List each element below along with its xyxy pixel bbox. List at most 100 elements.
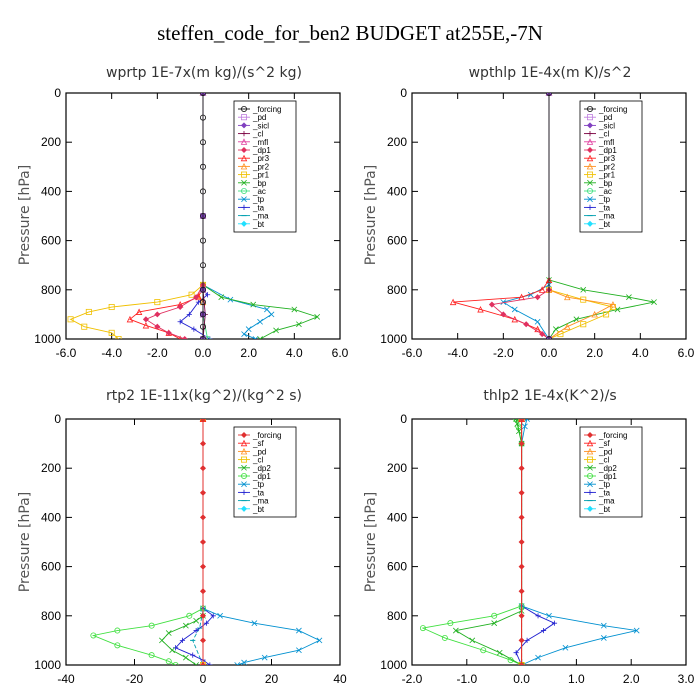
y-tick-label: 200 bbox=[41, 135, 61, 149]
legend-label: _sf bbox=[252, 439, 264, 448]
y-tick-label: 600 bbox=[387, 560, 407, 574]
y-tick-label: 400 bbox=[41, 510, 61, 524]
legend-marker bbox=[587, 106, 594, 113]
legend: _forcing_sf_pd_cl_dp2_dp1_tp_ta_ma_bt bbox=[233, 426, 297, 518]
series-point bbox=[199, 114, 206, 121]
series-point bbox=[135, 308, 143, 315]
series-point bbox=[591, 310, 598, 318]
series-point bbox=[441, 634, 448, 641]
legend: _forcing_pd_sicl_cl_mfl_dp1_pr3_pr2_pr1_… bbox=[579, 100, 643, 233]
legend-label: _ta bbox=[598, 203, 611, 212]
legend-marker bbox=[240, 456, 247, 463]
legend-label: _forcing bbox=[252, 105, 281, 114]
legend-label: _ma bbox=[598, 497, 615, 506]
legend-marker bbox=[587, 204, 593, 210]
x-tick-label: 40 bbox=[333, 672, 347, 686]
series-point bbox=[108, 304, 115, 311]
series-point bbox=[511, 315, 518, 323]
y-tick-label: 800 bbox=[41, 283, 61, 297]
y-axis-label: Pressure [hPa] bbox=[363, 492, 379, 592]
y-tick-label: 1000 bbox=[380, 658, 407, 672]
legend-label: _pd bbox=[598, 113, 612, 122]
series-point bbox=[193, 662, 200, 665]
legend-marker bbox=[587, 171, 594, 178]
series-point bbox=[452, 627, 459, 634]
series-point bbox=[199, 661, 207, 665]
legend-marker bbox=[240, 146, 248, 154]
series-line bbox=[174, 419, 214, 665]
x-tick-label: 6.0 bbox=[678, 346, 695, 360]
x-tick-label: 6.0 bbox=[332, 346, 349, 360]
series-point bbox=[257, 336, 263, 339]
legend-marker bbox=[587, 489, 593, 495]
legend-label: _forcing bbox=[598, 431, 627, 440]
series-point bbox=[115, 335, 122, 339]
series-point bbox=[447, 620, 454, 627]
y-axis-label: Pressure [hPa] bbox=[363, 165, 379, 265]
x-tick-label: 0.0 bbox=[513, 672, 530, 686]
legend-label: _bp bbox=[252, 179, 267, 188]
y-tick-label: 1000 bbox=[34, 658, 61, 672]
series-point bbox=[199, 588, 207, 595]
series-point bbox=[552, 326, 559, 333]
series-point bbox=[114, 642, 121, 649]
series-point bbox=[177, 319, 183, 325]
series-point bbox=[165, 329, 172, 336]
legend-marker bbox=[240, 187, 247, 194]
series-point bbox=[199, 262, 206, 269]
series-point bbox=[182, 622, 189, 629]
series-point bbox=[546, 336, 552, 339]
x-tick-label: -2.0 bbox=[147, 346, 168, 360]
series-point bbox=[523, 321, 530, 328]
series-point bbox=[296, 647, 302, 654]
panel-wprtp: wprtp 1E-7x(m kg)/(s^2 kg) Pressure [hPa… bbox=[17, 65, 349, 360]
legend-label: _pr1 bbox=[252, 171, 270, 180]
legend-label: _dp1 bbox=[598, 472, 617, 481]
y-tick-label: 400 bbox=[387, 510, 407, 524]
legend-label: _bt bbox=[252, 505, 265, 514]
series-point bbox=[173, 645, 179, 651]
series-point bbox=[518, 440, 525, 447]
legend-label: _pd bbox=[598, 447, 612, 456]
x-tick-label: 2.0 bbox=[586, 346, 603, 360]
y-axis-label: Pressure [hPa] bbox=[17, 492, 33, 592]
y-tick-label: 600 bbox=[387, 234, 407, 248]
legend-label: _bt bbox=[598, 505, 611, 514]
series-point bbox=[148, 622, 155, 629]
series-point bbox=[488, 301, 495, 308]
series-point bbox=[199, 237, 206, 244]
x-tick-label: 4.0 bbox=[632, 346, 649, 360]
series-point bbox=[518, 419, 525, 423]
panel-rtp2: rtp2 1E-11x(kg^2)/(kg^2 s) Pressure [hPa… bbox=[17, 388, 347, 686]
x-tick-label: 20 bbox=[265, 672, 279, 686]
legend-label: _pd bbox=[252, 113, 266, 122]
series-point bbox=[200, 336, 206, 339]
series-point bbox=[540, 627, 547, 634]
legend-label: _ta bbox=[598, 488, 611, 497]
series-line bbox=[515, 419, 556, 665]
series-line bbox=[69, 93, 204, 339]
legend-marker bbox=[587, 464, 593, 471]
x-tick-label: -2.0 bbox=[402, 672, 423, 686]
series-point bbox=[210, 613, 216, 619]
series-point bbox=[241, 331, 247, 337]
legend-label: _mfl bbox=[598, 138, 614, 147]
series-point bbox=[609, 301, 617, 308]
series-point bbox=[534, 318, 541, 325]
series-point bbox=[199, 163, 206, 170]
legend-label: _sf bbox=[598, 439, 610, 448]
panel-title: thlp2 1E-4x(K^2)/s bbox=[483, 388, 616, 404]
series-point bbox=[546, 612, 552, 619]
series-point bbox=[204, 292, 211, 298]
series-point bbox=[188, 291, 195, 298]
series-point bbox=[564, 293, 571, 301]
y-tick-label: 200 bbox=[41, 461, 61, 475]
legend-label: _mfl bbox=[252, 138, 268, 147]
legend-label: _forcing bbox=[252, 431, 281, 440]
y-axis-label: Pressure [hPa] bbox=[17, 165, 33, 265]
legend-marker bbox=[240, 138, 248, 145]
series-point bbox=[500, 311, 507, 318]
legend-label: _ma bbox=[598, 212, 615, 221]
panel-thlp2: thlp2 1E-4x(K^2)/s Pressure [hPa] -2.0 -1… bbox=[363, 388, 695, 686]
series-point bbox=[199, 440, 207, 447]
